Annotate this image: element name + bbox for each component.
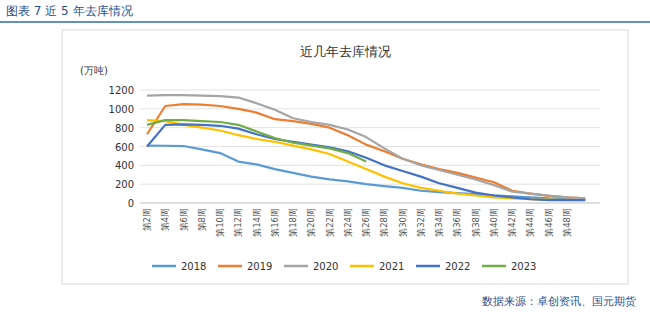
legend-swatch	[416, 265, 440, 268]
x-tick-label: 第34周	[434, 208, 444, 237]
y-tick-label: 0	[128, 198, 134, 209]
x-tick-label: 第8周	[197, 208, 207, 231]
x-tick-label: 第48周	[562, 208, 572, 237]
y-tick-label: 600	[115, 142, 134, 153]
caption: 图表 7 近 5 年去库情况	[6, 4, 133, 18]
plot-area	[147, 95, 585, 200]
x-tick-label: 第26周	[361, 208, 371, 237]
x-tick-label: 第20周	[306, 208, 316, 237]
series-line	[147, 124, 585, 200]
legend-label: 2019	[247, 261, 272, 272]
series-line	[147, 95, 585, 198]
title: 近几年去库情况	[300, 44, 391, 59]
legend-swatch	[218, 265, 242, 268]
legend-label: 2020	[313, 261, 338, 272]
x-tick-label: 第44周	[525, 208, 535, 237]
y-tick-label: 400	[115, 160, 134, 171]
legend-swatch	[482, 265, 506, 268]
x-tick-label: 第12周	[233, 208, 243, 237]
x-tick-label: 第14周	[252, 208, 262, 237]
grid-line	[140, 203, 600, 204]
x-tick-label: 第6周	[179, 208, 189, 231]
series-line	[147, 104, 585, 198]
legend-label: 2022	[445, 261, 470, 272]
x-tick-label: 第2周	[142, 208, 152, 231]
x-tick-label: 第16周	[270, 208, 280, 237]
legend-label: 2021	[379, 261, 404, 272]
x-tick-label: 第18周	[288, 208, 298, 237]
legend-label: 2023	[511, 261, 536, 272]
x-tick-label: 第42周	[507, 208, 517, 237]
x-tick-label: 第30周	[398, 208, 408, 237]
grid-line	[140, 90, 600, 91]
x-tick-label: 第46周	[544, 208, 554, 237]
series-line	[147, 120, 585, 200]
x-tick-label: 第38周	[471, 208, 481, 237]
x-tick-label: 第24周	[343, 208, 353, 237]
y-tick-label: 1000	[109, 104, 134, 115]
legend-swatch	[152, 265, 176, 268]
x-tick-label: 第36周	[452, 208, 462, 237]
source: 数据来源：卓创资讯、国元期货	[482, 295, 636, 308]
x-tick-label: 第22周	[325, 208, 335, 237]
caption-rule	[0, 21, 650, 23]
chart-frame	[62, 30, 628, 284]
legend-label: 2018	[181, 261, 206, 272]
grid-line	[140, 165, 600, 166]
x-tick-label: 第4周	[160, 208, 170, 231]
series-line	[147, 120, 366, 161]
y-tick-label: 800	[115, 123, 134, 134]
y-tick-label: 200	[115, 179, 134, 190]
y-tick-label: 1200	[109, 85, 134, 96]
x-tick-label: 第32周	[416, 208, 426, 237]
legend-swatch	[284, 265, 308, 268]
x-tick-label: 第40周	[489, 208, 499, 237]
y-axis-label: (万吨)	[80, 65, 108, 76]
x-tick-label: 第28周	[379, 208, 389, 237]
chart-canvas: 图表 7 近 5 年去库情况近几年去库情况 (万吨) 0 200 400 600 800 10…	[0, 0, 650, 316]
grid-line	[140, 108, 600, 109]
legend-swatch	[350, 265, 374, 268]
x-tick-label: 第10周	[215, 208, 225, 237]
